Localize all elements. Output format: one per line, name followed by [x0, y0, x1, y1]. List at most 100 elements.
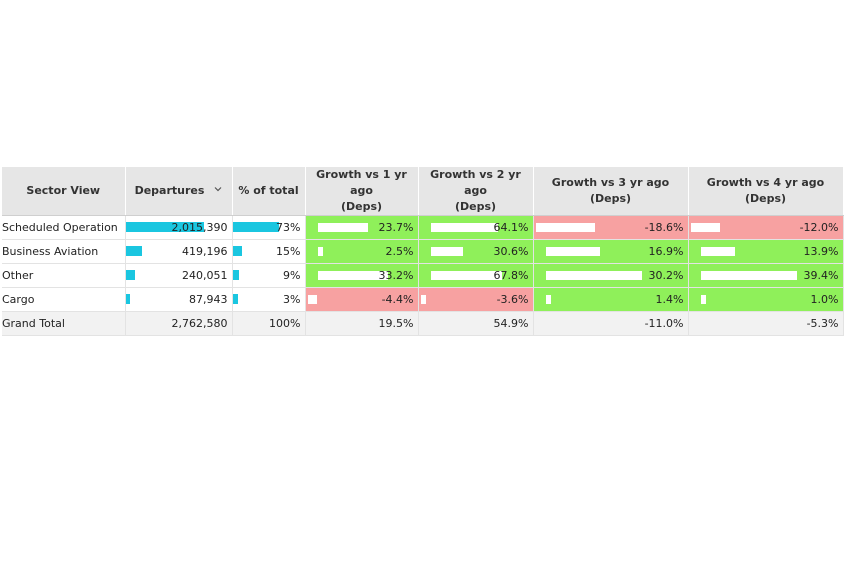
departures-value: 240,051	[182, 269, 228, 282]
growth-value: 30.6%	[493, 245, 529, 258]
departures-cell: 240,051	[125, 263, 233, 288]
departures-bar	[125, 294, 130, 304]
table-row[interactable]: Other 240,051 9% 33.2% 67.8% 30.2% 39.4%	[2, 263, 844, 288]
total-growth-4yr: -5.3%	[688, 311, 844, 336]
pct-value: 15%	[276, 245, 301, 258]
sector-cell: Business Aviation	[2, 239, 126, 264]
chevron-down-icon[interactable]	[214, 185, 222, 193]
sector-cell: Other	[2, 263, 126, 288]
growth-4yr-cell: -12.0%	[688, 215, 844, 240]
growth-bar	[317, 271, 388, 280]
pct-cell: 15%	[232, 239, 306, 264]
growth-bar	[317, 223, 368, 232]
growth-bar	[430, 247, 463, 256]
header-sector-label: Sector View	[26, 184, 101, 197]
table-row[interactable]: Cargo 87,943 3% -4.4% -3.6% 1.4% 1.0%	[2, 287, 844, 312]
sector-cell: Scheduled Operation	[2, 215, 126, 240]
header-deps-label: (Deps)	[454, 200, 497, 213]
table-row[interactable]: Scheduled Operation 2,015,390 73% 23.7% …	[2, 215, 844, 240]
grand-total-row: Grand Total 2,762,580 100% 19.5% 54.9% -…	[2, 311, 844, 336]
growth-bar	[430, 223, 498, 232]
total-pct: 100%	[232, 311, 306, 336]
header-growth-4yr-label: Growth vs 4 yr ago	[706, 176, 825, 189]
departures-value: 419,196	[182, 245, 228, 258]
departures-cell: 419,196	[125, 239, 233, 264]
pct-value: 73%	[276, 221, 301, 234]
header-growth-1yr[interactable]: Growth vs 1 yr ago (Deps)	[305, 167, 419, 216]
growth-4yr-cell: 13.9%	[688, 239, 844, 264]
growth-4yr-cell: 1.0%	[688, 287, 844, 312]
sector-cell: Cargo	[2, 287, 126, 312]
growth-3yr-cell: 30.2%	[533, 263, 689, 288]
departures-value: 2,015,390	[171, 221, 228, 234]
growth-4yr-cell: 39.4%	[688, 263, 844, 288]
growth-2yr-cell: -3.6%	[418, 287, 534, 312]
growth-2yr-cell: 67.8%	[418, 263, 534, 288]
header-sector-view[interactable]: Sector View	[2, 167, 126, 216]
departures-cell: 2,015,390	[125, 215, 233, 240]
pct-bar	[232, 294, 238, 304]
table-row[interactable]: Business Aviation 419,196 15% 2.5% 30.6%…	[2, 239, 844, 264]
growth-value: -12.0%	[799, 221, 839, 234]
growth-value: 13.9%	[803, 245, 839, 258]
departures-cell: 87,943	[125, 287, 233, 312]
growth-bar	[535, 223, 595, 232]
growth-value: 30.2%	[648, 269, 684, 282]
growth-bar	[700, 247, 735, 256]
departures-bar	[125, 222, 204, 232]
growth-value: 64.1%	[493, 221, 529, 234]
pct-value: 3%	[283, 293, 301, 306]
total-departures: 2,762,580	[125, 311, 233, 336]
header-departures-label: Departures	[134, 184, 205, 197]
growth-bar	[420, 295, 426, 304]
header-row: Sector View Departures % of total Growth…	[2, 167, 844, 216]
header-deps-label: (Deps)	[744, 192, 787, 205]
total-label: Grand Total	[2, 311, 126, 336]
growth-value: 2.5%	[385, 245, 414, 258]
growth-value: 39.4%	[803, 269, 839, 282]
departures-bar	[125, 270, 135, 280]
header-growth-2yr-label: Growth vs 2 yr ago	[430, 168, 521, 197]
header-growth-3yr[interactable]: Growth vs 3 yr ago (Deps)	[533, 167, 689, 216]
growth-bar	[690, 223, 720, 232]
growth-bar	[430, 271, 502, 280]
pct-bar	[232, 222, 279, 232]
departures-bar	[125, 246, 142, 256]
growth-bar	[545, 271, 642, 280]
growth-bar	[700, 271, 797, 280]
growth-bar	[545, 247, 600, 256]
total-growth-3yr: -11.0%	[533, 311, 689, 336]
growth-value: 16.9%	[648, 245, 684, 258]
growth-value: 1.4%	[655, 293, 684, 306]
growth-2yr-cell: 30.6%	[418, 239, 534, 264]
growth-value: 23.7%	[378, 221, 414, 234]
header-deps-label: (Deps)	[340, 200, 383, 213]
growth-value: 33.2%	[378, 269, 414, 282]
pct-bar	[232, 270, 239, 280]
pct-bar	[232, 246, 242, 256]
header-growth-2yr[interactable]: Growth vs 2 yr ago (Deps)	[418, 167, 534, 216]
growth-1yr-cell: 2.5%	[305, 239, 419, 264]
header-pct-label: % of total	[238, 184, 299, 197]
growth-bar	[700, 295, 706, 304]
header-growth-1yr-label: Growth vs 1 yr ago	[316, 168, 407, 197]
growth-value: 67.8%	[493, 269, 529, 282]
growth-bar	[307, 295, 317, 304]
total-growth-2yr: 54.9%	[418, 311, 534, 336]
growth-value: -3.6%	[496, 293, 529, 306]
growth-3yr-cell: 16.9%	[533, 239, 689, 264]
growth-1yr-cell: 23.7%	[305, 215, 419, 240]
header-deps-label: (Deps)	[589, 192, 632, 205]
departures-value: 87,943	[189, 293, 228, 306]
growth-bar	[545, 295, 551, 304]
pct-cell: 73%	[232, 215, 306, 240]
growth-3yr-cell: -18.6%	[533, 215, 689, 240]
pct-cell: 9%	[232, 263, 306, 288]
header-growth-3yr-label: Growth vs 3 yr ago	[551, 176, 670, 189]
header-departures[interactable]: Departures	[125, 167, 233, 216]
growth-value: 1.0%	[810, 293, 839, 306]
growth-value: -18.6%	[644, 221, 684, 234]
header-pct-total[interactable]: % of total	[232, 167, 306, 216]
growth-2yr-cell: 64.1%	[418, 215, 534, 240]
header-growth-4yr[interactable]: Growth vs 4 yr ago (Deps)	[688, 167, 844, 216]
